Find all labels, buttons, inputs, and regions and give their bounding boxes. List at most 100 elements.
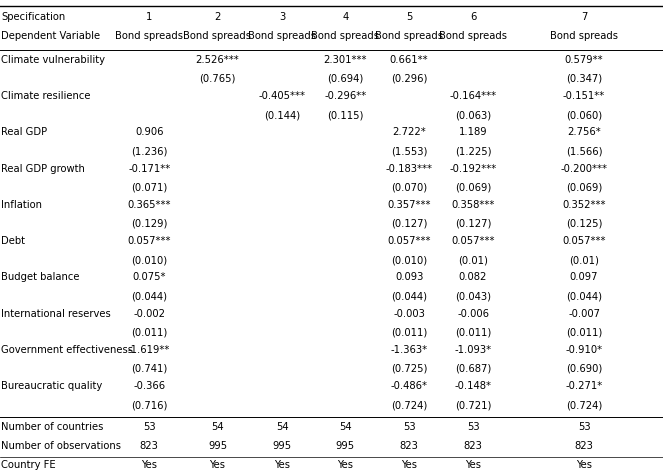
Text: -0.183***: -0.183*** <box>386 163 432 173</box>
Text: 2.722*: 2.722* <box>392 127 426 137</box>
Text: (0.694): (0.694) <box>328 74 363 84</box>
Text: (0.296): (0.296) <box>391 74 427 84</box>
Text: Country FE: Country FE <box>1 459 56 469</box>
Text: -0.151**: -0.151** <box>563 91 605 101</box>
Text: 6: 6 <box>470 12 476 22</box>
Text: (1.566): (1.566) <box>566 146 603 156</box>
Text: (0.129): (0.129) <box>131 218 167 228</box>
Text: (0.144): (0.144) <box>264 110 300 120</box>
Text: (0.011): (0.011) <box>566 327 602 337</box>
Text: 1: 1 <box>146 12 152 22</box>
Text: 0.579**: 0.579** <box>565 55 603 65</box>
Text: Climate vulnerability: Climate vulnerability <box>1 55 105 65</box>
Text: (0.044): (0.044) <box>566 291 602 301</box>
Text: (0.011): (0.011) <box>391 327 427 337</box>
Text: -0.164***: -0.164*** <box>450 91 497 101</box>
Text: Budget balance: Budget balance <box>1 272 80 282</box>
Text: Bond spreads: Bond spreads <box>115 31 183 41</box>
Text: -0.171**: -0.171** <box>128 163 170 173</box>
Text: 2.301***: 2.301*** <box>324 55 367 65</box>
Text: (0.716): (0.716) <box>131 399 167 409</box>
Text: Bureaucratic quality: Bureaucratic quality <box>1 380 103 390</box>
Text: (0.010): (0.010) <box>131 255 167 265</box>
Text: 0.057***: 0.057*** <box>452 236 495 246</box>
Text: -0.002: -0.002 <box>133 308 165 318</box>
Text: 0.093: 0.093 <box>395 272 423 282</box>
Text: Specification: Specification <box>1 12 66 22</box>
Text: 0.352***: 0.352*** <box>562 199 606 209</box>
Text: 54: 54 <box>276 421 288 431</box>
Text: (0.347): (0.347) <box>566 74 602 84</box>
Text: (0.125): (0.125) <box>566 218 602 228</box>
Text: -0.006: -0.006 <box>457 308 489 318</box>
Text: -1.363*: -1.363* <box>391 344 428 354</box>
Text: 0.057***: 0.057*** <box>127 236 171 246</box>
Text: Number of countries: Number of countries <box>1 421 103 431</box>
Text: (0.071): (0.071) <box>131 182 167 192</box>
Text: (0.011): (0.011) <box>131 327 167 337</box>
Text: 0.097: 0.097 <box>570 272 598 282</box>
Text: Bond spreads: Bond spreads <box>375 31 443 41</box>
Text: Yes: Yes <box>141 459 157 469</box>
Text: 0.661**: 0.661** <box>390 55 428 65</box>
Text: 995: 995 <box>208 440 227 450</box>
Text: (0.069): (0.069) <box>566 182 602 192</box>
Text: (0.044): (0.044) <box>131 291 167 301</box>
Text: 0.357***: 0.357*** <box>387 199 431 209</box>
Text: 0.365***: 0.365*** <box>127 199 171 209</box>
Text: 995: 995 <box>272 440 292 450</box>
Text: (0.765): (0.765) <box>200 74 235 84</box>
Text: 0.082: 0.082 <box>459 272 487 282</box>
Text: -0.200***: -0.200*** <box>561 163 607 173</box>
Text: -0.486*: -0.486* <box>391 380 428 390</box>
Text: (0.127): (0.127) <box>455 218 491 228</box>
Text: 0.358***: 0.358*** <box>452 199 495 209</box>
Text: 0.057***: 0.057*** <box>562 236 606 246</box>
Text: 1.189: 1.189 <box>459 127 487 137</box>
Text: (0.115): (0.115) <box>328 110 363 120</box>
Text: 2.526***: 2.526*** <box>196 55 239 65</box>
Text: Number of observations: Number of observations <box>1 440 121 450</box>
Text: (0.044): (0.044) <box>391 291 427 301</box>
Text: (0.01): (0.01) <box>569 255 599 265</box>
Text: (0.687): (0.687) <box>455 363 491 373</box>
Text: -0.405***: -0.405*** <box>259 91 306 101</box>
Text: 0.075*: 0.075* <box>133 272 166 282</box>
Text: 2.756*: 2.756* <box>568 127 601 137</box>
Text: -0.003: -0.003 <box>393 308 425 318</box>
Text: Government effectiveness: Government effectiveness <box>1 344 133 354</box>
Text: Real GDP growth: Real GDP growth <box>1 163 86 173</box>
Text: Bond spreads: Bond spreads <box>184 31 251 41</box>
Text: International reserves: International reserves <box>1 308 111 318</box>
Text: (0.069): (0.069) <box>455 182 491 192</box>
Text: (0.725): (0.725) <box>391 363 427 373</box>
Text: 2: 2 <box>214 12 221 22</box>
Text: Yes: Yes <box>576 459 592 469</box>
Text: (0.690): (0.690) <box>566 363 602 373</box>
Text: (0.010): (0.010) <box>391 255 427 265</box>
Text: Bond spreads: Bond spreads <box>550 31 618 41</box>
Text: 0.906: 0.906 <box>135 127 163 137</box>
Text: Dependent Variable: Dependent Variable <box>1 31 101 41</box>
Text: 7: 7 <box>581 12 587 22</box>
Text: Debt: Debt <box>1 236 25 246</box>
Text: Yes: Yes <box>210 459 225 469</box>
Text: 823: 823 <box>575 440 593 450</box>
Text: 823: 823 <box>400 440 418 450</box>
Text: (0.043): (0.043) <box>455 291 491 301</box>
Text: 54: 54 <box>211 421 224 431</box>
Text: (0.724): (0.724) <box>566 399 602 409</box>
Text: 53: 53 <box>402 421 416 431</box>
Text: (1.225): (1.225) <box>455 146 491 156</box>
Text: Inflation: Inflation <box>1 199 42 209</box>
Text: -0.007: -0.007 <box>568 308 600 318</box>
Text: Yes: Yes <box>337 459 353 469</box>
Text: 53: 53 <box>467 421 479 431</box>
Text: 4: 4 <box>342 12 349 22</box>
Text: Yes: Yes <box>401 459 417 469</box>
Text: Bond spreads: Bond spreads <box>439 31 507 41</box>
Text: Yes: Yes <box>465 459 481 469</box>
Text: (0.070): (0.070) <box>391 182 427 192</box>
Text: -0.148*: -0.148* <box>455 380 491 390</box>
Text: (0.127): (0.127) <box>391 218 427 228</box>
